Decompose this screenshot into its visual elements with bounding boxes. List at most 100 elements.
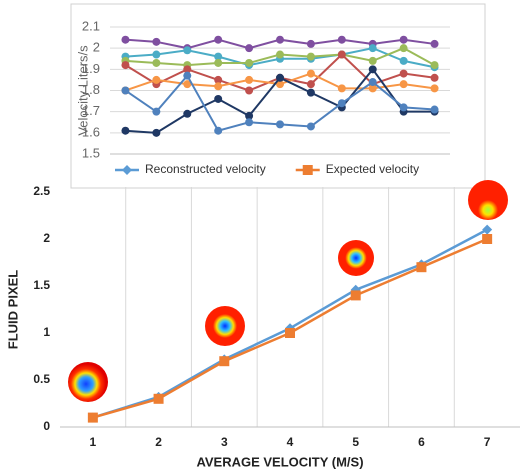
point bbox=[245, 118, 254, 127]
point bbox=[399, 35, 408, 44]
y-tick-label: 2 bbox=[43, 231, 50, 245]
point bbox=[183, 46, 192, 55]
point bbox=[121, 61, 130, 70]
y-tick-label: 1.7 bbox=[82, 103, 100, 118]
legend-label: Expected velocity bbox=[326, 162, 419, 176]
y-tick-label: 1 bbox=[43, 325, 50, 339]
point bbox=[121, 126, 130, 135]
y-tick-label: 2.1 bbox=[82, 18, 100, 33]
point bbox=[276, 120, 284, 129]
point bbox=[152, 37, 161, 46]
point bbox=[152, 58, 161, 67]
point bbox=[152, 75, 161, 84]
point bbox=[399, 103, 408, 112]
point bbox=[302, 165, 313, 175]
point bbox=[285, 328, 295, 338]
flow-image bbox=[468, 180, 508, 220]
point bbox=[183, 65, 192, 74]
x-tick-label: 2 bbox=[155, 435, 162, 449]
x-tick-label: 1 bbox=[90, 435, 97, 449]
point bbox=[183, 80, 192, 89]
flow-image bbox=[68, 362, 108, 402]
point bbox=[152, 50, 161, 59]
point bbox=[245, 111, 254, 120]
point bbox=[430, 105, 439, 114]
point bbox=[183, 71, 192, 80]
point bbox=[152, 128, 161, 137]
point bbox=[214, 82, 223, 91]
point bbox=[482, 234, 493, 244]
x-tick-label: 3 bbox=[221, 435, 228, 449]
point bbox=[245, 44, 254, 53]
point bbox=[430, 84, 439, 93]
point bbox=[121, 86, 130, 95]
point bbox=[245, 86, 254, 95]
point bbox=[87, 412, 98, 423]
point bbox=[337, 35, 346, 44]
point bbox=[306, 122, 315, 131]
point bbox=[430, 73, 439, 82]
point bbox=[245, 75, 254, 84]
point bbox=[399, 69, 408, 78]
point bbox=[153, 393, 164, 404]
point bbox=[276, 50, 284, 59]
point bbox=[276, 35, 284, 44]
point bbox=[121, 35, 130, 44]
point bbox=[368, 44, 377, 53]
x-axis-title: AVERAGE VELOCITY (M/S) bbox=[196, 454, 363, 469]
x-tick-label: 6 bbox=[418, 435, 425, 449]
y-tick-label: 0 bbox=[43, 419, 50, 433]
x-tick-label: 7 bbox=[484, 435, 491, 449]
point bbox=[368, 65, 377, 74]
point bbox=[122, 165, 132, 175]
point bbox=[214, 35, 223, 44]
point bbox=[152, 107, 161, 116]
point bbox=[214, 94, 223, 103]
point bbox=[214, 75, 223, 84]
flow-image bbox=[338, 240, 374, 276]
point bbox=[276, 73, 284, 82]
point bbox=[306, 88, 315, 97]
y-tick-label: 1.8 bbox=[82, 82, 100, 97]
y-axis-title: FLUID PIXEL bbox=[5, 270, 20, 350]
point bbox=[368, 56, 377, 65]
y-tick-label: 1.5 bbox=[33, 278, 50, 292]
y-tick-label: 1.6 bbox=[82, 124, 100, 139]
point bbox=[306, 80, 315, 89]
point bbox=[337, 99, 346, 108]
point bbox=[368, 84, 377, 93]
y-tick-label: 2 bbox=[93, 40, 100, 55]
legend-label: Reconstructed velocity bbox=[145, 162, 266, 176]
point bbox=[219, 356, 230, 367]
point bbox=[399, 56, 408, 65]
y-tick-label: 0.5 bbox=[33, 372, 50, 386]
point bbox=[276, 80, 284, 89]
point bbox=[245, 58, 254, 67]
point bbox=[416, 262, 427, 273]
x-tick-label: 4 bbox=[287, 435, 294, 449]
point bbox=[430, 39, 439, 48]
flow-image bbox=[205, 306, 245, 346]
point bbox=[368, 78, 377, 87]
point bbox=[306, 69, 315, 78]
point bbox=[183, 109, 192, 118]
point bbox=[399, 80, 408, 89]
point bbox=[482, 224, 493, 235]
point bbox=[214, 126, 223, 135]
point bbox=[337, 50, 346, 59]
point bbox=[430, 61, 439, 70]
inset-frame bbox=[70, 3, 486, 189]
point bbox=[399, 44, 408, 53]
y-axis-title: Velocity Liters/s bbox=[75, 45, 90, 136]
point bbox=[306, 39, 315, 48]
point bbox=[214, 52, 223, 61]
point bbox=[214, 58, 223, 67]
y-tick-label: 1.9 bbox=[82, 61, 100, 76]
point bbox=[306, 52, 315, 61]
y-tick-label: 2.5 bbox=[33, 184, 50, 198]
point bbox=[337, 84, 346, 93]
y-tick-label: 1.5 bbox=[82, 145, 100, 160]
x-tick-label: 5 bbox=[352, 435, 359, 449]
point bbox=[350, 290, 361, 301]
